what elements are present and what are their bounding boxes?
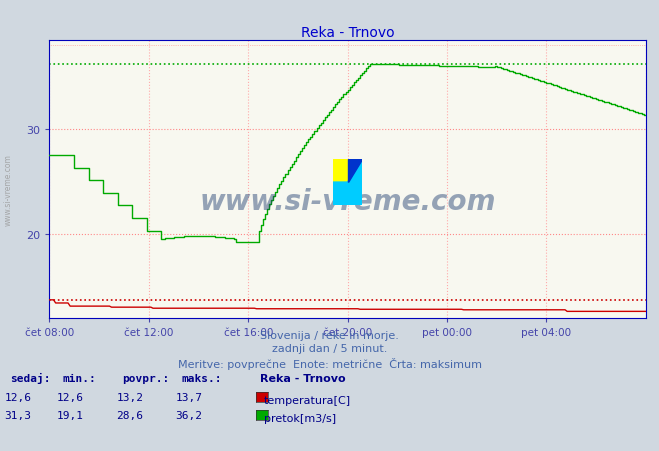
Text: min.:: min.:: [63, 373, 96, 383]
Text: 12,6: 12,6: [57, 392, 84, 402]
Polygon shape: [333, 160, 362, 205]
Text: 31,3: 31,3: [5, 410, 31, 420]
Text: www.si-vreme.com: www.si-vreme.com: [200, 188, 496, 216]
Text: 13,7: 13,7: [176, 392, 202, 402]
Text: 12,6: 12,6: [5, 392, 31, 402]
Text: zadnji dan / 5 minut.: zadnji dan / 5 minut.: [272, 344, 387, 354]
Text: temperatura[C]: temperatura[C]: [264, 395, 351, 405]
Text: sedaj:: sedaj:: [10, 372, 50, 383]
Text: povpr.:: povpr.:: [122, 373, 169, 383]
Text: maks.:: maks.:: [181, 373, 221, 383]
Bar: [333, 160, 348, 183]
Text: pretok[m3/s]: pretok[m3/s]: [264, 413, 335, 423]
Text: Slovenija / reke in morje.: Slovenija / reke in morje.: [260, 330, 399, 340]
Text: Reka - Trnovo: Reka - Trnovo: [260, 373, 346, 383]
Text: 28,6: 28,6: [117, 410, 143, 420]
Title: Reka - Trnovo: Reka - Trnovo: [301, 25, 395, 39]
Text: Meritve: povprečne  Enote: metrične  Črta: maksimum: Meritve: povprečne Enote: metrične Črta:…: [177, 357, 482, 369]
Text: www.si-vreme.com: www.si-vreme.com: [3, 153, 13, 226]
Text: 36,2: 36,2: [176, 410, 202, 420]
Polygon shape: [348, 160, 362, 183]
Text: 13,2: 13,2: [117, 392, 143, 402]
Text: 19,1: 19,1: [57, 410, 84, 420]
